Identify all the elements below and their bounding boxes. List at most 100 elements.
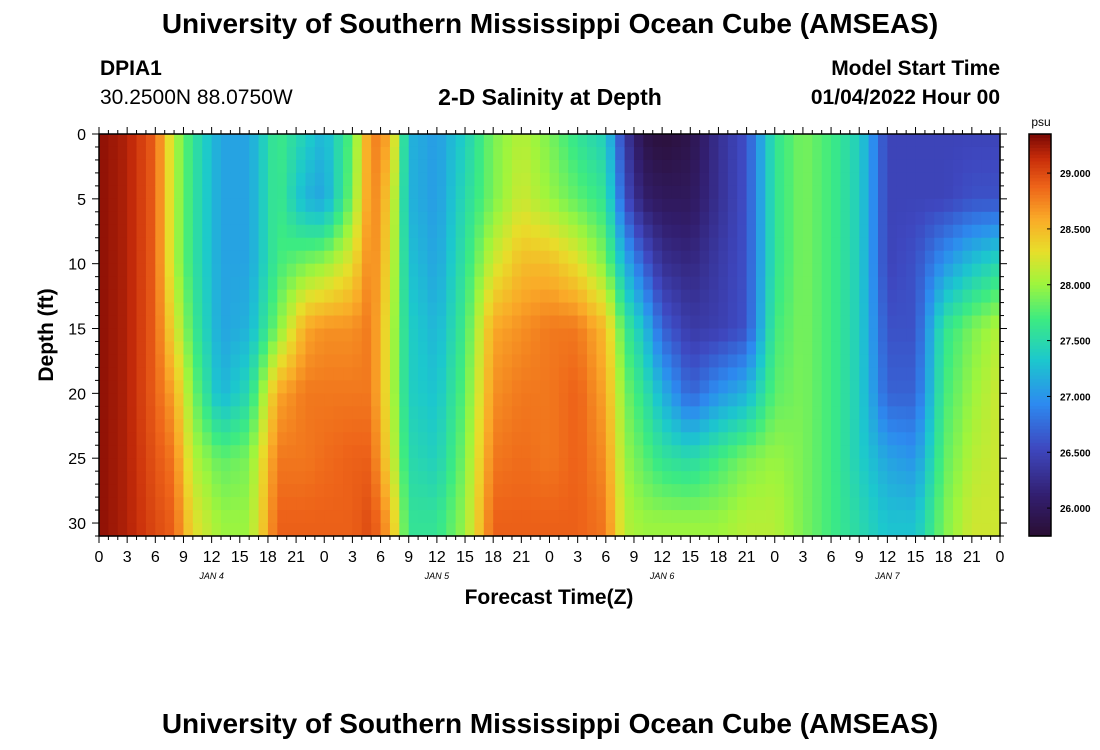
heatmap-cell <box>812 367 823 381</box>
heatmap-cell <box>211 302 222 317</box>
heatmap-cell <box>793 432 804 446</box>
heatmap-cell <box>962 276 973 291</box>
heatmap-cell <box>737 146 748 161</box>
heatmap-cell <box>671 328 682 343</box>
heatmap-cell <box>877 172 888 187</box>
heatmap-cell <box>709 198 720 213</box>
heatmap-cell <box>155 406 166 420</box>
heatmap-cell <box>333 302 344 317</box>
heatmap-cell <box>192 211 203 226</box>
heatmap-cell <box>305 224 316 239</box>
heatmap-cell <box>455 341 466 356</box>
heatmap-cell <box>239 393 250 407</box>
heatmap-cell <box>145 406 156 420</box>
heatmap-cell <box>671 341 682 356</box>
heatmap-cell <box>211 445 222 459</box>
heatmap-cell <box>877 484 888 498</box>
heatmap-cell <box>962 380 973 394</box>
heatmap-cell <box>511 302 522 317</box>
heatmap-cell <box>230 263 241 278</box>
heatmap-cell <box>831 315 842 330</box>
heatmap-cell <box>906 302 917 317</box>
heatmap-cell <box>746 419 757 433</box>
heatmap-cell <box>343 146 354 161</box>
heatmap-cell <box>633 458 644 472</box>
heatmap-cell <box>455 250 466 265</box>
heatmap-cell <box>418 445 429 459</box>
heatmap-cell <box>962 471 973 485</box>
heatmap-cell <box>286 367 297 381</box>
heatmap <box>99 134 1001 537</box>
heatmap-cell <box>877 134 888 148</box>
heatmap-cell <box>427 354 438 369</box>
heatmap-cell <box>380 354 391 369</box>
heatmap-cell <box>136 224 147 239</box>
heatmap-cell <box>849 198 860 213</box>
heatmap-cell <box>286 380 297 394</box>
heatmap-cell <box>615 380 626 394</box>
heatmap-cell <box>521 263 532 278</box>
heatmap-cell <box>314 134 325 148</box>
heatmap-cell <box>596 406 607 420</box>
x-tick-label: 6 <box>827 549 836 566</box>
heatmap-cell <box>239 198 250 213</box>
heatmap-cell <box>361 146 372 161</box>
heatmap-cell <box>511 380 522 394</box>
heatmap-cell <box>99 406 109 420</box>
heatmap-cell <box>587 523 598 537</box>
heatmap-cell <box>643 432 654 446</box>
heatmap-cell <box>258 432 269 446</box>
heatmap-cell <box>305 263 316 278</box>
colorbar-segment <box>1029 318 1051 323</box>
heatmap-cell <box>408 432 419 446</box>
heatmap-cell <box>633 263 644 278</box>
heatmap-cell <box>258 315 269 330</box>
heatmap-cell <box>915 419 926 433</box>
heatmap-cell <box>727 419 738 433</box>
heatmap-cell <box>230 484 241 498</box>
heatmap-cell <box>99 523 109 537</box>
heatmap-cell <box>671 250 682 265</box>
heatmap-cell <box>427 458 438 472</box>
x-tick-label: 3 <box>573 549 582 566</box>
heatmap-cell <box>587 458 598 472</box>
x-tick-label: 15 <box>456 549 474 566</box>
x-tick-label: 3 <box>123 549 132 566</box>
heatmap-cell <box>502 484 513 498</box>
colorbar-segment <box>1029 445 1051 450</box>
heatmap-cell <box>662 276 673 291</box>
heatmap-cell <box>145 458 156 472</box>
heatmap-cell <box>371 146 382 161</box>
colorbar-segment <box>1029 365 1051 370</box>
heatmap-cell <box>971 354 982 369</box>
y-axis-title: Depth (ft) <box>35 288 58 381</box>
heatmap-cell <box>868 250 879 265</box>
heatmap-cell <box>652 419 663 433</box>
heatmap-cell <box>267 172 278 187</box>
heatmap-cell <box>314 172 325 187</box>
heatmap-cell <box>690 458 701 472</box>
heatmap-cell <box>277 341 288 356</box>
heatmap-cell <box>924 458 935 472</box>
heatmap-cell <box>831 419 842 433</box>
heatmap-cell <box>314 497 325 511</box>
heatmap-cell <box>192 263 203 278</box>
heatmap-cell <box>418 302 429 317</box>
heatmap-cell <box>324 146 335 161</box>
heatmap-cell <box>699 159 710 174</box>
heatmap-cell <box>361 237 372 252</box>
heatmap-cell <box>605 172 616 187</box>
heatmap-cell <box>371 159 382 174</box>
heatmap-cell <box>314 263 325 278</box>
heatmap-cell <box>718 445 729 459</box>
heatmap-cell <box>258 458 269 472</box>
heatmap-cell <box>577 497 588 511</box>
heatmap-cell <box>831 497 842 511</box>
heatmap-cell <box>174 393 185 407</box>
heatmap-cell <box>915 432 926 446</box>
heatmap-cell <box>483 276 494 291</box>
heatmap-cell <box>652 185 663 200</box>
heatmap-cell <box>530 510 541 524</box>
heatmap-cell <box>840 497 851 511</box>
heatmap-cell <box>117 198 128 213</box>
